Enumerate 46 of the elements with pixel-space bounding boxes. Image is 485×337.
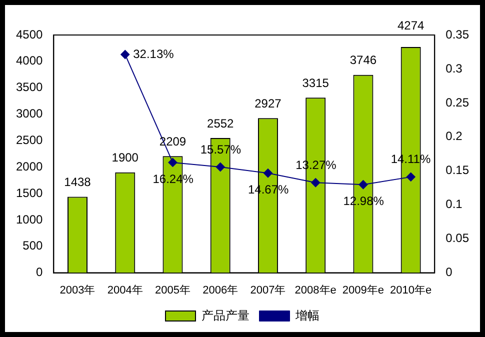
data-label: 14.11% bbox=[390, 152, 431, 166]
point bbox=[263, 168, 272, 178]
x-tick-label: 2004年 bbox=[107, 284, 143, 296]
y2-tick-label: 0 bbox=[446, 265, 453, 280]
y-tick-label: 1500 bbox=[16, 186, 44, 200]
x-tick-label: 2005年 bbox=[155, 284, 190, 296]
point bbox=[406, 172, 416, 182]
x-tick-label: 2010年e bbox=[390, 284, 432, 296]
data-label: 2927 bbox=[254, 96, 282, 110]
point bbox=[168, 158, 178, 167]
data-label: 32.13% bbox=[133, 46, 174, 61]
x-tick-label: 2006年 bbox=[202, 284, 238, 296]
y-tick-label: 3500 bbox=[16, 80, 44, 94]
x-tick-label: 2009年e bbox=[342, 284, 384, 296]
x-tick-label: 2003年 bbox=[60, 284, 96, 296]
y-tick-label: 3000 bbox=[16, 106, 44, 121]
legend-label: 产品产量 bbox=[202, 308, 250, 322]
y-tick-label: 1000 bbox=[16, 212, 44, 226]
y-tick-label: 4500 bbox=[16, 27, 44, 42]
point bbox=[358, 180, 368, 190]
y2-tick-label: 0.1 bbox=[446, 197, 463, 212]
y2-tick-label: 0.35 bbox=[446, 27, 470, 42]
data-label: 14.67% bbox=[248, 182, 290, 196]
point bbox=[120, 50, 130, 59]
data-label: 4274 bbox=[397, 18, 425, 32]
y-tick-label: 0 bbox=[36, 265, 44, 280]
data-label: 3746 bbox=[350, 53, 377, 68]
y-tick-label: 2000 bbox=[16, 159, 44, 174]
data-label: 1438 bbox=[64, 175, 92, 190]
y-tick-label: 2500 bbox=[16, 133, 44, 147]
point bbox=[311, 178, 320, 188]
y2-tick-label: 0.25 bbox=[446, 95, 470, 110]
y2-tick-label: 0.15 bbox=[446, 163, 470, 178]
legend-label: 增幅 bbox=[294, 308, 320, 322]
y-tick-label: 500 bbox=[22, 238, 44, 253]
data-label: 3315 bbox=[302, 76, 330, 90]
y2-tick-label: 0.05 bbox=[446, 231, 470, 246]
data-label: 1900 bbox=[112, 150, 139, 165]
y2-tick-label: 0.3 bbox=[446, 61, 463, 76]
data-label: 2552 bbox=[207, 116, 234, 130]
y-tick-label: 4000 bbox=[16, 54, 44, 68]
data-label: 13.27% bbox=[296, 158, 337, 172]
x-tick-label: 2007年 bbox=[250, 284, 286, 296]
x-tick-label: 2008年e bbox=[294, 284, 336, 296]
y2-tick-label: 0.2 bbox=[446, 129, 463, 144]
point bbox=[216, 162, 225, 172]
